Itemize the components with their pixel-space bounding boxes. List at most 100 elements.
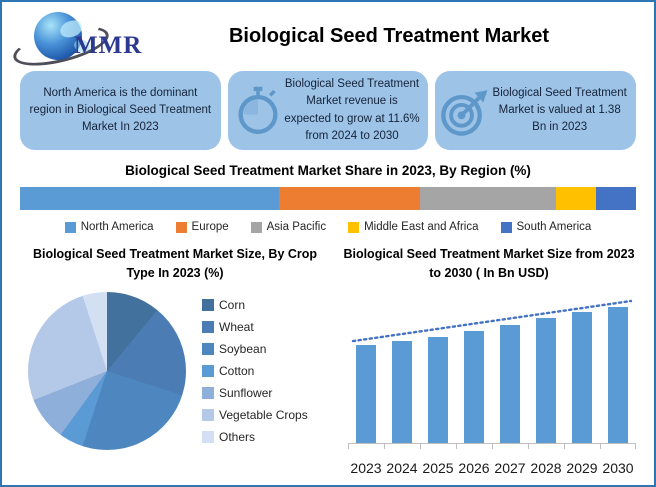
legend-label: Middle East and Africa: [364, 221, 479, 233]
region-segment-asia-pacific: [420, 187, 556, 210]
forecast-bar-chart: 2023 2024 2025 2026 2027 2028 2029 2030: [348, 294, 636, 476]
x-axis-tick: [600, 443, 601, 449]
x-axis-label-2026: 2026: [458, 459, 490, 476]
x-axis-labels: 2023 2024 2025 2026 2027 2028 2029 2030: [348, 460, 636, 476]
x-axis-tick: [528, 443, 529, 449]
legend-label: North America: [80, 221, 154, 233]
legend-label: Cotton: [219, 363, 255, 378]
x-axis-tick: [384, 443, 385, 449]
legend-label: Sunflower: [219, 385, 273, 400]
legend-swatch-soybean: [202, 342, 214, 355]
x-axis-label-2025: 2025: [422, 459, 454, 476]
legend-swatch-middle-east-and-africa: [348, 221, 360, 233]
x-axis-ticks: [348, 443, 636, 449]
forecast-bars-area: [348, 294, 636, 444]
crop-pie-title: Biological Seed Treatment Market Size, B…: [32, 247, 318, 281]
legend-label: Others: [219, 429, 256, 444]
legend-item-sunflower: Sunflower: [202, 386, 308, 400]
highlight-boxes: North America is the dominant region in …: [2, 65, 654, 152]
legend-label: South America: [516, 221, 592, 233]
x-axis-label-2023: 2023: [350, 459, 382, 476]
forecast-bar-column-2029: [564, 294, 600, 443]
globe-icon: [34, 12, 92, 60]
forecast-bar-title: Biological Seed Treatment Market Size fr…: [343, 247, 635, 281]
region-segment-south-america: [595, 187, 636, 210]
legend-swatch-europe: [175, 221, 187, 233]
x-axis-label-2028: 2028: [530, 459, 562, 476]
forecast-bar-2026: [464, 330, 484, 443]
crop-pie-chart: [28, 291, 186, 450]
legend-item-vegetable-crops: Vegetable Crops: [202, 408, 308, 422]
forecast-bar-column-2026: [456, 294, 492, 443]
highlight-text: North America is the dominant region in …: [29, 86, 212, 134]
highlight-text: Biological Seed Treatment Market is valu…: [492, 86, 627, 134]
legend-label: Wheat: [219, 319, 254, 334]
target-icon: [441, 89, 488, 136]
legend-item-asia-pacific: Asia Pacific: [250, 221, 327, 233]
forecast-bar-column-2027: [492, 294, 528, 443]
forecast-bar-section: Biological Seed Treatment Market Size fr…: [336, 241, 642, 476]
legend-item-soybean: Soybean: [202, 342, 308, 356]
forecast-bar-2027: [500, 324, 520, 443]
forecast-bar-column-2030: [600, 294, 636, 443]
legend-item-europe: Europe: [175, 221, 229, 233]
forecast-bar-column-2024: [384, 294, 420, 443]
region-segment-north-america: [20, 187, 279, 210]
legend-label: Vegetable Crops: [219, 407, 308, 422]
forecast-bar-2029: [572, 311, 592, 443]
logo-text: MMR: [74, 32, 143, 59]
legend-swatch-wheat: [202, 320, 214, 333]
forecast-bar-2030: [608, 306, 628, 443]
x-axis-tick: [564, 443, 565, 449]
highlight-text: Biological Seed Treatment Market revenue…: [284, 78, 420, 142]
legend-swatch-cotton: [202, 364, 214, 377]
legend-item-north-america: North America: [64, 221, 154, 233]
x-axis-tick: [456, 443, 457, 449]
forecast-bar-2028: [536, 317, 556, 443]
legend-item-wheat: Wheat: [202, 320, 308, 334]
x-axis-label-2030: 2030: [602, 459, 634, 476]
legend-item-cotton: Cotton: [202, 364, 308, 378]
legend-swatch-south-america: [500, 221, 512, 233]
lower-charts: Biological Seed Treatment Market Size, B…: [2, 239, 654, 476]
x-axis-label-2024: 2024: [386, 459, 418, 476]
mmr-logo: MMR: [9, 8, 164, 74]
highlight-box-growth-rate: Biological Seed Treatment Market revenue…: [227, 71, 429, 150]
legend-label: Europe: [191, 221, 229, 233]
legend-item-others: Others: [202, 430, 308, 444]
highlight-box-dominant-region: North America is the dominant region in …: [20, 71, 221, 150]
region-chart-title: Biological Seed Treatment Market Share i…: [125, 163, 531, 178]
forecast-bar-column-2023: [348, 294, 384, 443]
x-axis-tick: [492, 443, 493, 449]
crop-pie-wrap: Corn Wheat Soybean Cotton Sunflower Vegetable…: [14, 291, 336, 450]
region-stacked-bar: [20, 187, 636, 210]
x-axis-label-2029: 2029: [566, 459, 598, 476]
crop-pie-section: Biological Seed Treatment Market Size, B…: [14, 241, 336, 476]
stopwatch-icon: [238, 86, 278, 134]
forecast-bar-2024: [392, 340, 412, 443]
x-axis-tick: [420, 443, 421, 449]
x-axis-tick: [348, 443, 349, 449]
forecast-bar-column-2025: [420, 294, 456, 443]
forecast-bar-column-2028: [528, 294, 564, 443]
legend-label: Corn: [219, 297, 246, 312]
legend-label: Asia Pacific: [266, 221, 327, 233]
legend-swatch-corn: [202, 298, 214, 311]
header: MMR Biological Seed Treatment Market: [2, 2, 654, 74]
legend-item-corn: Corn: [202, 298, 308, 312]
legend-item-south-america: South America: [500, 221, 592, 233]
legend-swatch-sunflower: [202, 386, 214, 399]
legend-swatch-asia-pacific: [250, 221, 262, 233]
page-title: Biological Seed Treatment Market: [228, 24, 550, 47]
region-segment-europe: [278, 187, 421, 210]
forecast-bar-2023: [356, 344, 376, 443]
forecast-bar-2025: [428, 336, 448, 443]
highlight-box-market-value: Biological Seed Treatment Market is valu…: [435, 71, 637, 150]
crop-pie-legend: Corn Wheat Soybean Cotton Sunflower Vegetable…: [202, 298, 308, 444]
region-segment-middle-east-and-africa: [555, 187, 596, 210]
legend-swatch-vegetable-crops: [202, 408, 214, 421]
x-axis-tick: [635, 443, 636, 449]
x-axis-label-2027: 2027: [494, 459, 526, 476]
legend-label: Soybean: [219, 341, 267, 356]
